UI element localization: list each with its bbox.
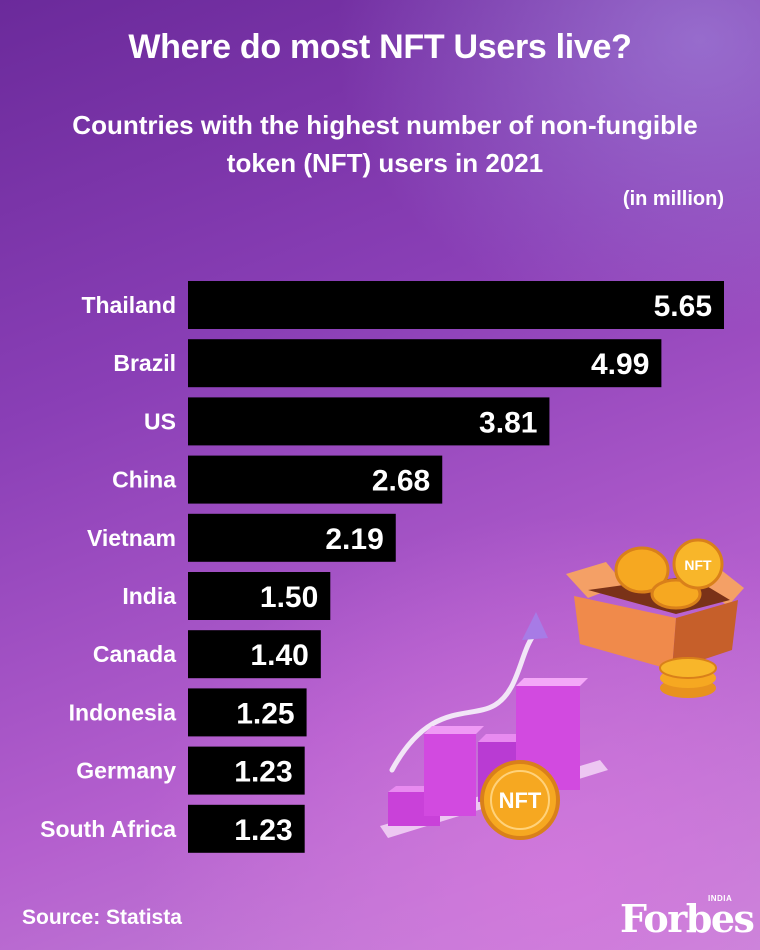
growth-chart-illustration: NFT bbox=[380, 612, 608, 840]
value-label: 1.50 bbox=[260, 581, 318, 614]
unit-label: (in million) bbox=[622, 188, 724, 210]
bar-south-africa bbox=[188, 804, 305, 853]
bar-indonesia bbox=[188, 688, 307, 737]
trend-arrow-head bbox=[522, 612, 548, 640]
forbes-logo-sub: INDIA bbox=[708, 894, 733, 903]
chart-title: Where do most NFT Users live? bbox=[128, 28, 632, 66]
value-label: 2.19 bbox=[325, 523, 383, 556]
value-label: 3.81 bbox=[479, 406, 537, 439]
mini-bar-4-top bbox=[516, 678, 588, 686]
bar-thailand bbox=[188, 281, 724, 329]
bar-china bbox=[188, 455, 443, 504]
chart-subtitle: Countries with the highest number of non… bbox=[72, 110, 698, 178]
category-label: Germany bbox=[76, 758, 176, 784]
bar-india bbox=[188, 572, 331, 620]
source-note: Source: Statista bbox=[22, 906, 182, 929]
category-label: China bbox=[112, 467, 176, 493]
nft-coin-inner bbox=[490, 770, 550, 830]
value-label: 1.23 bbox=[234, 756, 292, 789]
value-label: 2.68 bbox=[372, 465, 430, 498]
trend-arrow-line bbox=[389, 629, 539, 773]
coin-stack-3 bbox=[659, 657, 717, 679]
bar-brazil bbox=[188, 339, 662, 388]
bar-vietnam bbox=[188, 513, 396, 562]
box-coin-1 bbox=[614, 546, 670, 594]
bars-group: Thailand 5.65 Brazil 4.99 US 3.81 China 2.68 Vie… bbox=[40, 281, 724, 853]
category-label: South Africa bbox=[40, 816, 176, 842]
mini-bar-2-top bbox=[424, 726, 484, 734]
nft-coin bbox=[480, 760, 560, 840]
treasure-box-illustration: NFT bbox=[566, 538, 744, 698]
bar-germany bbox=[188, 746, 305, 795]
category-label: Brazil bbox=[113, 350, 176, 376]
box-front bbox=[574, 596, 676, 670]
value-label: 1.23 bbox=[234, 814, 292, 847]
mini-bar-2 bbox=[424, 734, 476, 816]
value-label: 5.65 bbox=[654, 290, 712, 323]
category-label: US bbox=[144, 408, 176, 434]
value-label: 1.40 bbox=[250, 639, 308, 672]
category-label: India bbox=[122, 583, 176, 609]
box-coin-nft bbox=[672, 538, 724, 590]
category-label: Canada bbox=[93, 641, 176, 667]
value-label: 4.99 bbox=[591, 348, 649, 381]
box-coin-label: NFT bbox=[684, 557, 712, 573]
category-label: Indonesia bbox=[69, 699, 177, 725]
value-label: 1.25 bbox=[236, 697, 294, 730]
nft-coin-label: NFT bbox=[499, 788, 542, 813]
category-label: Vietnam bbox=[87, 525, 176, 551]
bar-canada bbox=[188, 630, 321, 679]
bar-us bbox=[188, 397, 550, 446]
category-label: Thailand bbox=[81, 292, 176, 318]
box-side bbox=[672, 600, 738, 670]
forbes-logo: Forbes bbox=[620, 896, 755, 941]
